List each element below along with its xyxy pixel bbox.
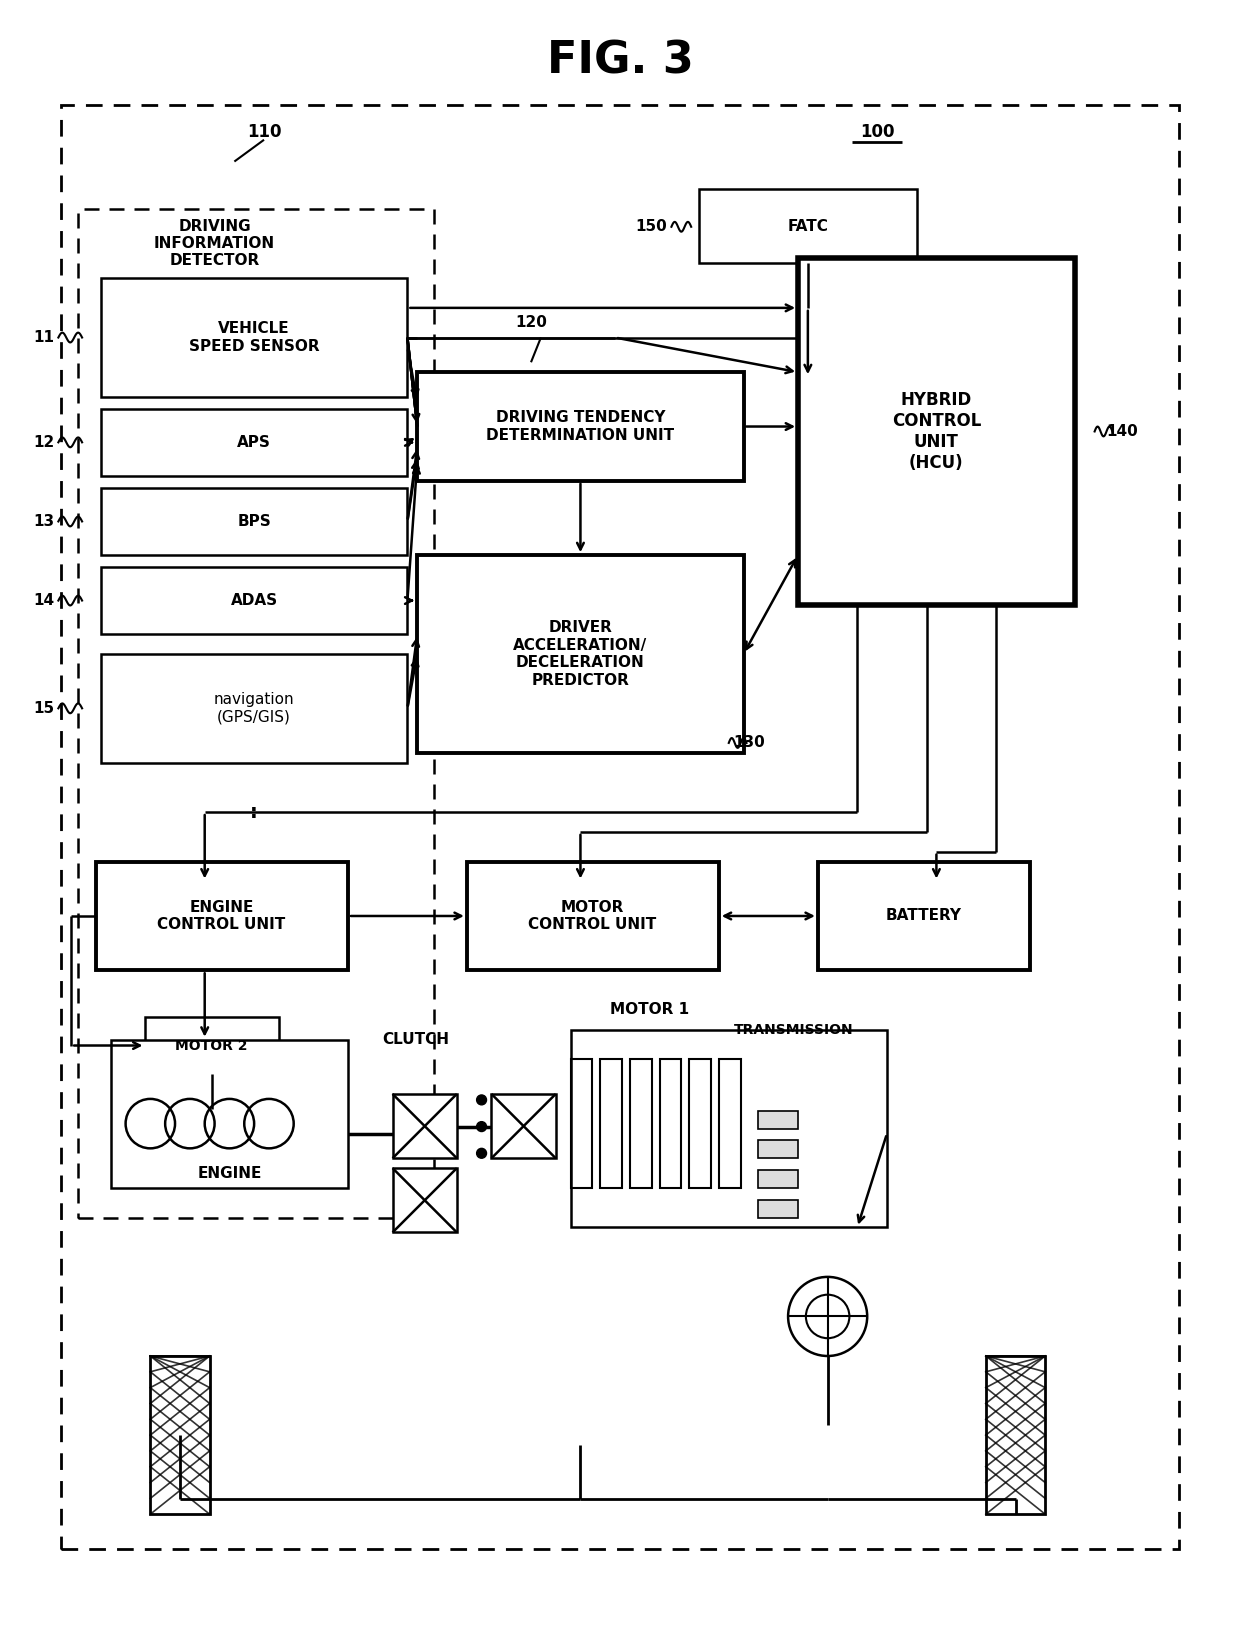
Bar [699, 190, 916, 263]
Bar [100, 654, 408, 763]
Bar [759, 1110, 799, 1128]
Text: HYBRID
CONTROL
UNIT
(HCU): HYBRID CONTROL UNIT (HCU) [892, 392, 981, 472]
Bar [660, 1059, 681, 1188]
Text: DRIVING
INFORMATION
DETECTOR: DRIVING INFORMATION DETECTOR [154, 218, 275, 269]
Text: BPS: BPS [237, 514, 272, 529]
Text: BATTERY: BATTERY [885, 909, 961, 923]
Text: ENGINE: ENGINE [197, 1166, 262, 1181]
Bar [110, 1039, 348, 1188]
Bar [393, 1168, 456, 1232]
Text: FIG. 3: FIG. 3 [547, 40, 693, 83]
Text: APS: APS [237, 434, 272, 449]
Text: ADAS: ADAS [231, 593, 278, 608]
Text: 150: 150 [636, 220, 667, 235]
Bar [759, 1170, 799, 1188]
Text: FATC: FATC [787, 220, 828, 235]
Text: DRIVING TENDENCY
DETERMINATION UNIT: DRIVING TENDENCY DETERMINATION UNIT [486, 410, 675, 443]
Bar [466, 862, 719, 970]
Text: navigation
(GPS/GIS): navigation (GPS/GIS) [213, 692, 294, 725]
Bar [100, 278, 408, 396]
Bar [95, 862, 348, 970]
Bar [100, 487, 408, 555]
Bar [61, 106, 1179, 1550]
Text: 13: 13 [33, 514, 55, 529]
Bar [759, 1199, 799, 1218]
Bar [418, 372, 744, 481]
Text: 130: 130 [734, 735, 765, 750]
Bar [570, 1029, 887, 1227]
Bar [799, 258, 1075, 605]
Text: MOTOR
CONTROL UNIT: MOTOR CONTROL UNIT [528, 900, 656, 932]
Text: MOTOR 1: MOTOR 1 [610, 1003, 689, 1018]
Text: 12: 12 [33, 434, 55, 449]
Text: 14: 14 [33, 593, 55, 608]
Bar [78, 210, 434, 1218]
Bar [689, 1059, 711, 1188]
Text: DRIVER
ACCELERATION/
DECELERATION
PREDICTOR: DRIVER ACCELERATION/ DECELERATION PREDIC… [513, 621, 647, 687]
Bar [418, 555, 744, 753]
Bar [491, 1094, 556, 1158]
Circle shape [476, 1148, 486, 1158]
Text: 11: 11 [33, 330, 55, 345]
Text: 110: 110 [247, 122, 281, 140]
Text: TRANSMISSION: TRANSMISSION [734, 1023, 853, 1037]
Text: 140: 140 [1106, 425, 1138, 439]
Bar [100, 408, 408, 476]
Text: 15: 15 [33, 700, 55, 715]
Circle shape [476, 1095, 486, 1105]
Bar [100, 567, 408, 634]
Text: VEHICLE
SPEED SENSOR: VEHICLE SPEED SENSOR [188, 322, 320, 354]
Bar [145, 1018, 279, 1074]
Bar [150, 1356, 210, 1515]
Bar [600, 1059, 622, 1188]
Text: CLUTCH: CLUTCH [383, 1032, 450, 1047]
Bar [719, 1059, 740, 1188]
Text: ENGINE
CONTROL UNIT: ENGINE CONTROL UNIT [157, 900, 285, 932]
Text: MOTOR 2: MOTOR 2 [175, 1039, 248, 1052]
Bar [759, 1140, 799, 1158]
Bar [570, 1059, 593, 1188]
Bar [986, 1356, 1045, 1515]
Bar [393, 1094, 456, 1158]
Text: 120: 120 [515, 316, 547, 330]
Bar [630, 1059, 652, 1188]
Text: :: : [250, 803, 258, 821]
Bar [817, 862, 1030, 970]
Text: 100: 100 [859, 122, 894, 140]
Circle shape [476, 1122, 486, 1132]
